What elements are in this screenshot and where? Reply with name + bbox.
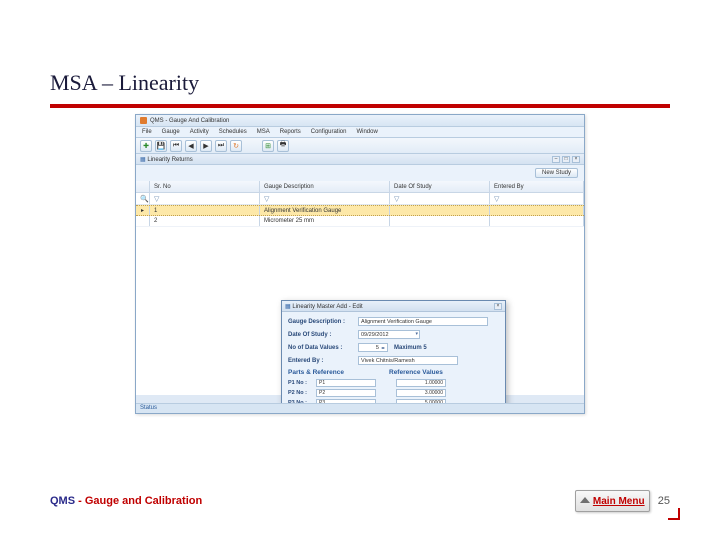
cell-srno: 1	[150, 206, 260, 215]
title-underline	[50, 104, 670, 108]
date-input[interactable]: 09/29/2012	[358, 330, 420, 339]
grid-header-date[interactable]: Date Of Study	[390, 181, 490, 192]
menubar: File Gauge Activity Schedules MSA Report…	[136, 127, 584, 138]
action-row: New Study	[136, 165, 584, 181]
toolbar-last-icon[interactable]: ⏭	[215, 140, 227, 152]
dialog-close-icon[interactable]: ×	[494, 303, 502, 310]
menu-msa[interactable]: MSA	[257, 129, 270, 135]
part-name-input[interactable]: P2	[316, 389, 376, 397]
part-value-input[interactable]: 1.00000	[396, 379, 446, 387]
gauge-desc-label: Gauge Description :	[288, 319, 358, 325]
part-row: P1 No :P1 1.00000	[288, 378, 499, 387]
filter-srno[interactable]: ▽	[150, 193, 260, 204]
dialog-body: Gauge Description : Alignment Verificati…	[282, 312, 505, 414]
max-label: Maximum 5	[394, 345, 427, 351]
filter-icon[interactable]: 🔍	[136, 193, 150, 204]
page-number: 25	[658, 495, 670, 507]
grid-header-desc[interactable]: Gauge Description	[260, 181, 390, 192]
home-icon	[580, 497, 590, 503]
grid-filter-row: 🔍 ▽ ▽ ▽ ▽	[136, 193, 584, 205]
cell-by	[490, 206, 584, 215]
part-value-input[interactable]: 3.00000	[396, 389, 446, 397]
subwindow-title: Linearity Returns	[147, 157, 192, 163]
dialog-icon: ▦	[285, 304, 291, 310]
grid-row[interactable]: 2 Micrometer 25 mm	[136, 216, 584, 227]
corner-decoration	[668, 508, 680, 520]
cell-srno: 2	[150, 216, 260, 226]
toolbar-new-icon[interactable]: ✚	[140, 140, 152, 152]
grid-header-idx	[136, 181, 150, 192]
cell-date	[390, 216, 490, 226]
main-menu-label: Main Menu	[593, 496, 645, 507]
data-values-input[interactable]: 5	[358, 343, 388, 352]
cell-by	[490, 216, 584, 226]
toolbar-next-icon[interactable]: ▶	[200, 140, 212, 152]
entered-by-input[interactable]: Vivek Chitnis/Ramesh	[358, 356, 458, 365]
menu-reports[interactable]: Reports	[280, 129, 301, 135]
app-title-text: QMS - Gauge And Calibration	[150, 118, 229, 124]
menu-schedules[interactable]: Schedules	[219, 129, 247, 135]
toolbar-prev-icon[interactable]: ◀	[185, 140, 197, 152]
menu-gauge[interactable]: Gauge	[162, 129, 180, 135]
close-icon[interactable]: ×	[572, 156, 580, 163]
grid-header: Sr. No Gauge Description Date Of Study E…	[136, 181, 584, 193]
menu-activity[interactable]: Activity	[190, 129, 209, 135]
minimize-icon[interactable]: –	[552, 156, 560, 163]
slide-title: MSA – Linearity	[50, 70, 670, 96]
toolbar-save-icon[interactable]: 💾	[155, 140, 167, 152]
grid-header-by[interactable]: Entered By	[490, 181, 584, 192]
grid-header-srno[interactable]: Sr. No	[150, 181, 260, 192]
footer-text: QMS - Gauge and Calibration	[50, 495, 202, 507]
filter-by[interactable]: ▽	[490, 193, 584, 204]
app-screenshot: QMS - Gauge And Calibration File Gauge A…	[135, 114, 585, 414]
filter-desc[interactable]: ▽	[260, 193, 390, 204]
parts-section-header: Parts & Reference Reference Values	[288, 369, 499, 376]
window-controls: – □ ×	[552, 156, 580, 163]
linearity-dialog: ▦ Linearity Master Add - Edit × Gauge De…	[281, 300, 506, 414]
grid-row[interactable]: ▸ 1 Alignment Verification Gauge	[136, 205, 584, 216]
cell-date	[390, 206, 490, 215]
toolbar-first-icon[interactable]: ⏮	[170, 140, 182, 152]
subwindow-titlebar: ▦ Linearity Returns – □ ×	[136, 154, 584, 165]
new-study-button[interactable]: New Study	[535, 168, 578, 178]
main-menu-button[interactable]: Main Menu	[575, 490, 650, 512]
cell-desc: Alignment Verification Gauge	[260, 206, 390, 215]
filter-date[interactable]: ▽	[390, 193, 490, 204]
part-label: P2 No :	[288, 390, 316, 396]
app-titlebar: QMS - Gauge And Calibration	[136, 115, 584, 127]
app-icon	[140, 117, 147, 124]
menu-configuration[interactable]: Configuration	[311, 129, 347, 135]
status-bar: Status	[136, 403, 584, 413]
part-label: P1 No :	[288, 380, 316, 386]
toolbar-export-icon[interactable]: ⊞	[262, 140, 274, 152]
toolbar: ✚ 💾 ⏮ ◀ ▶ ⏭ ↻ ⊞ 🖶	[136, 138, 584, 154]
grid-body: ▸ 1 Alignment Verification Gauge 2 Micro…	[136, 205, 584, 395]
slide-footer: QMS - Gauge and Calibration Main Menu 25	[50, 490, 670, 512]
dialog-title: Linearity Master Add - Edit	[292, 304, 362, 310]
toolbar-print-icon[interactable]: 🖶	[277, 140, 289, 152]
dialog-titlebar: ▦ Linearity Master Add - Edit ×	[282, 301, 505, 312]
part-name-input[interactable]: P1	[316, 379, 376, 387]
date-label: Date Of Study :	[288, 332, 358, 338]
toolbar-refresh-icon[interactable]: ↻	[230, 140, 242, 152]
data-values-label: No of Data Values :	[288, 345, 358, 351]
gauge-desc-input[interactable]: Alignment Verification Gauge	[358, 317, 488, 326]
menu-file[interactable]: File	[142, 129, 152, 135]
entered-by-label: Entered By :	[288, 358, 358, 364]
menu-window[interactable]: Window	[356, 129, 377, 135]
part-row: P2 No :P2 3.00000	[288, 388, 499, 397]
subwindow-icon: ▦	[140, 157, 146, 163]
cell-desc: Micrometer 25 mm	[260, 216, 390, 226]
maximize-icon[interactable]: □	[562, 156, 570, 163]
